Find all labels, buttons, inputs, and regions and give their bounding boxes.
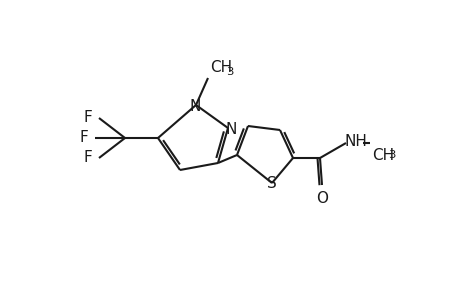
Text: CH: CH	[371, 148, 393, 163]
Text: O: O	[315, 191, 327, 206]
Text: CH: CH	[210, 60, 232, 75]
Text: F: F	[79, 130, 88, 146]
Text: N: N	[189, 98, 200, 113]
Text: N: N	[225, 122, 236, 136]
Text: S: S	[267, 176, 276, 191]
Text: F: F	[83, 110, 92, 125]
Text: 3: 3	[225, 67, 233, 77]
Text: 3: 3	[387, 150, 395, 160]
Text: NH: NH	[344, 134, 367, 149]
Text: F: F	[83, 151, 92, 166]
